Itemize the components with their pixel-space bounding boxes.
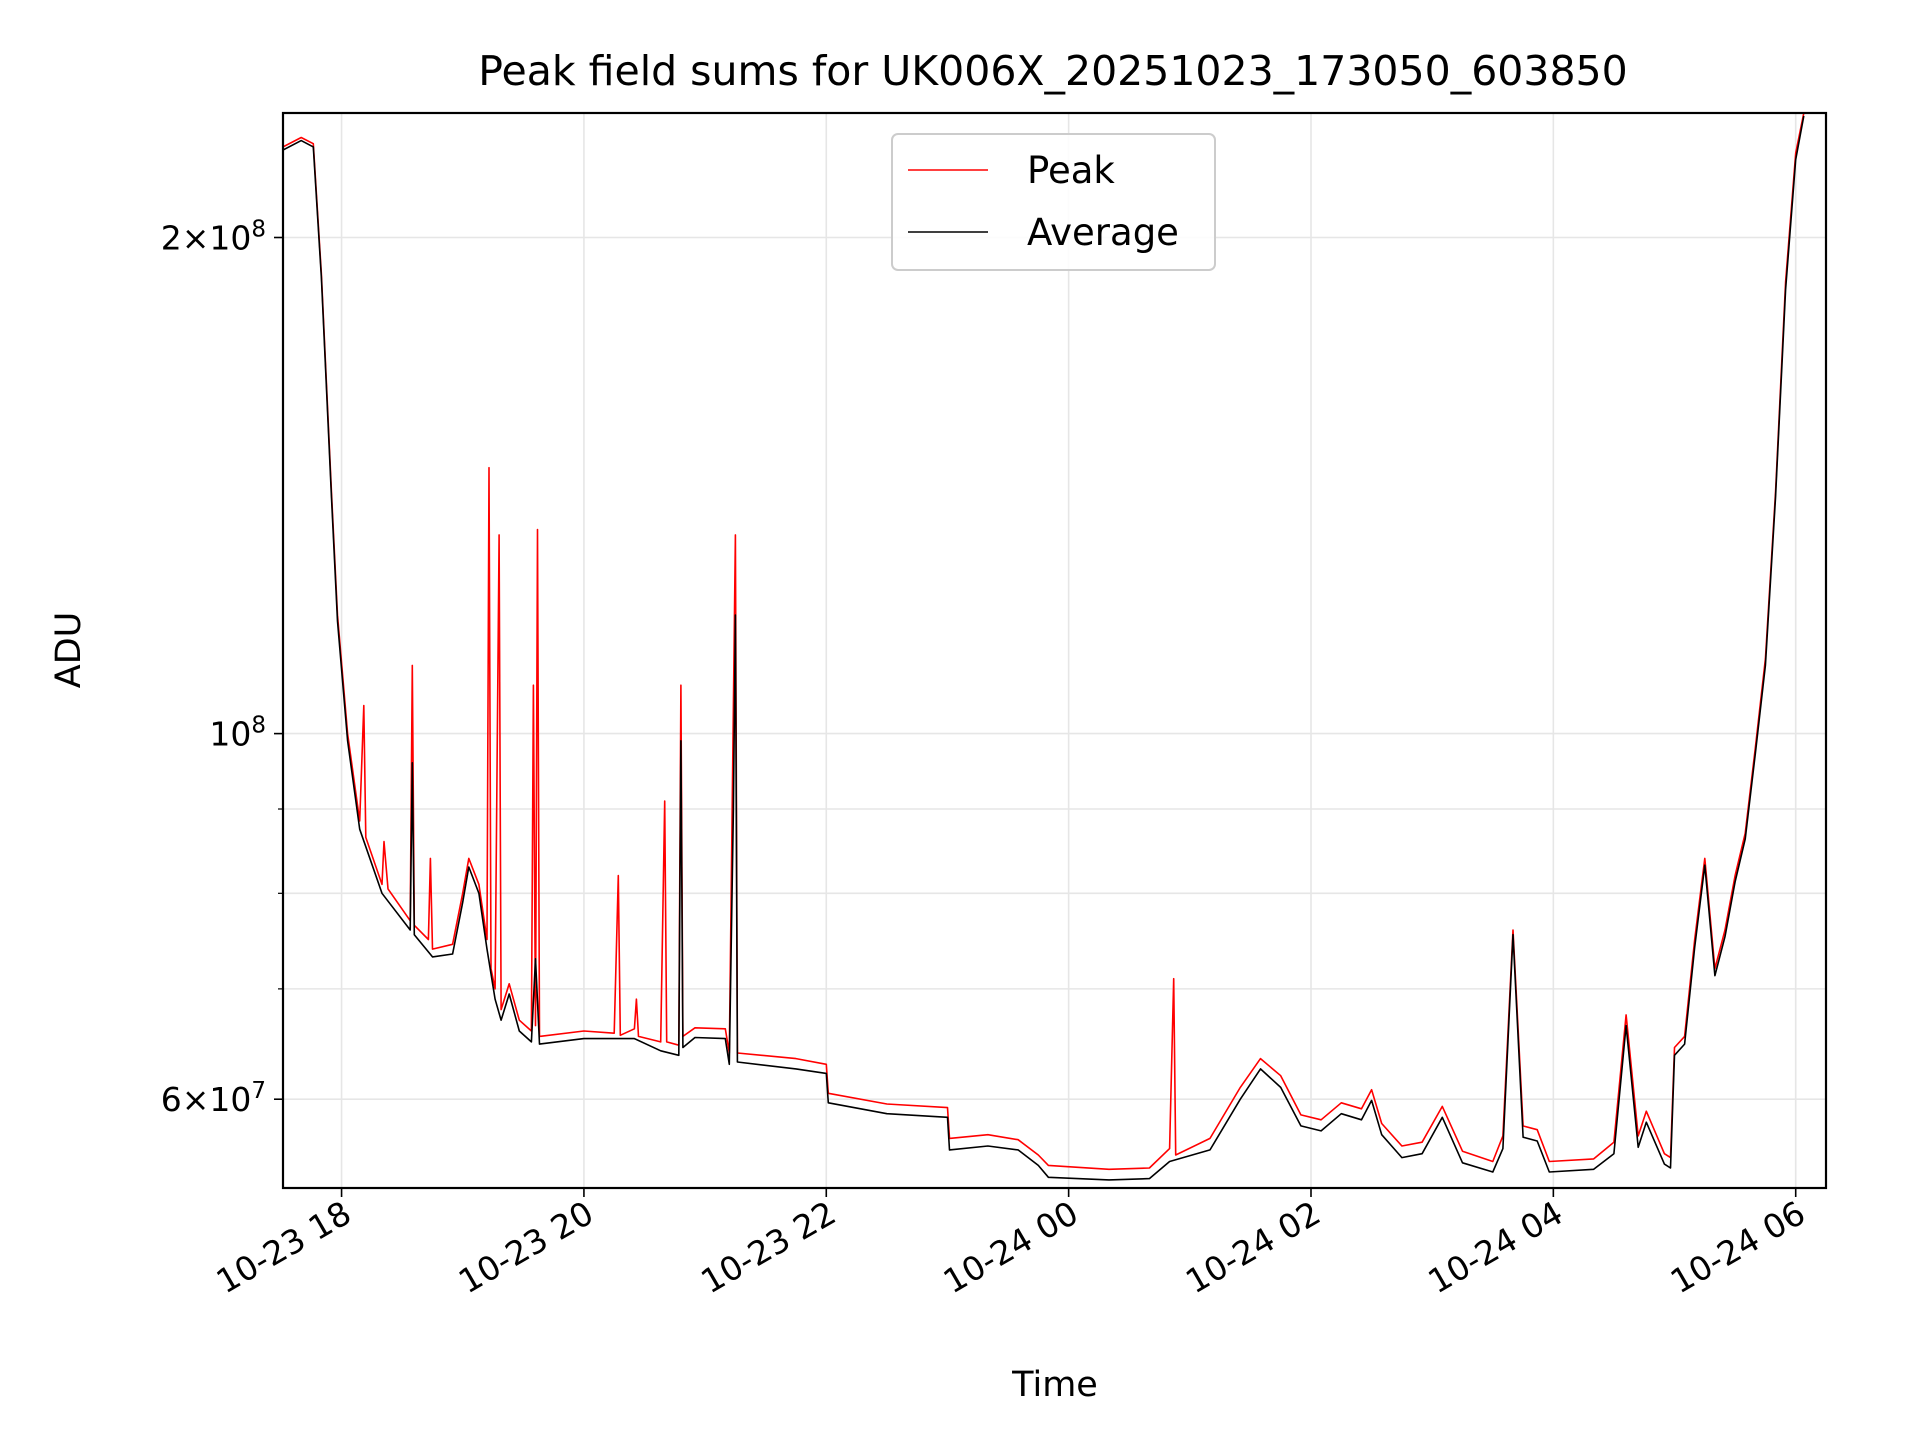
x-axis-label: Time — [1011, 1365, 1098, 1405]
plot-frame — [281, 111, 1828, 1190]
x-tick-label: 10-24 04 — [1421, 1193, 1569, 1301]
chart-title: Peak field sums for UK006X_20251023_1730… — [478, 47, 1627, 95]
legend-box — [891, 133, 1216, 271]
series-layer — [283, 113, 1805, 1181]
x-tick-label: 10-24 02 — [1179, 1193, 1327, 1301]
legend-label-peak: Peak — [1027, 149, 1115, 192]
y-axis-label: ADU — [49, 612, 89, 689]
y-tick-label: 6×107 — [161, 1078, 266, 1119]
series-line-peak — [283, 113, 1805, 1171]
x-axis: 10-23 18 10-23 20 10-23 22 10-24 00 10-24 02… — [210, 1188, 1812, 1301]
y-tick-label: 108 — [209, 713, 266, 754]
x-tick-label: 10-23 18 — [210, 1193, 358, 1301]
y-tick-label: 2×108 — [161, 217, 266, 258]
series-line-average — [283, 115, 1805, 1181]
legend-label-average: Average — [1027, 211, 1179, 254]
x-tick-label: 10-24 06 — [1664, 1193, 1812, 1301]
x-tick-label: 10-23 20 — [452, 1193, 600, 1301]
grid — [283, 113, 1826, 1188]
y-axis: 2×108 108 6×107 — [161, 217, 283, 1119]
x-tick-label: 10-24 00 — [937, 1193, 1085, 1301]
legend: Peak Average — [891, 133, 1216, 271]
x-tick-label: 10-23 22 — [694, 1193, 842, 1301]
